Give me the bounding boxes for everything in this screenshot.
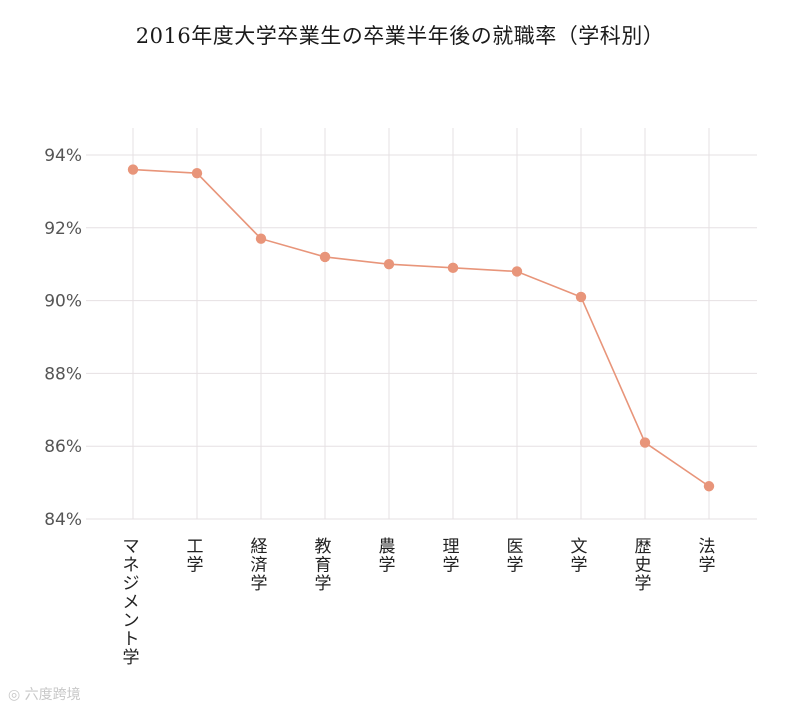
data-point-5 [447,262,459,274]
data-point-8 [639,437,651,448]
data-point-6 [511,266,523,277]
data-point-3 [319,251,331,263]
x-tick-label-8: 歴史学 [635,537,652,594]
x-tick-label-5: 理学 [443,537,460,576]
data-point-2 [255,233,267,244]
y-axis-tick-labels: 84% 86% 88% 90% 92% 94% [44,146,82,530]
data-point-7 [575,291,587,303]
data-point-0 [127,164,139,175]
vertical-gridlines [132,128,710,519]
y-tick-label: 88% [44,364,82,384]
x-axis-tick-labels: マネジメント学 工学 経済学 教育学 農学 理学 医学 文学 歴史学 法学 [123,537,716,668]
watermark-logo: ◎ 六度跨境 [8,684,81,704]
x-tick-label-2: 経済学 [251,537,268,594]
y-tick-label: 84% [44,510,82,530]
y-tick-label: 90% [44,292,82,312]
series-line-group [132,168,710,487]
x-tick-label-1: 工学 [187,537,204,576]
series-points-group [127,164,715,492]
y-tick-label: 86% [44,437,82,457]
x-tick-label-6: 医学 [507,537,524,576]
watermark-icon: ◎ [8,687,21,703]
watermark-text: 六度跨境 [24,687,81,703]
x-tick-label-7: 文学 [571,537,588,576]
x-tick-label-0: マネジメント学 [123,537,140,668]
x-tick-label-3: 教育学 [315,537,332,594]
x-tick-label-4: 農学 [379,537,396,576]
data-point-9 [703,481,715,492]
y-tick-label: 92% [44,219,82,239]
horizontal-gridlines [86,154,757,520]
data-point-4 [383,259,395,270]
y-tick-label: 94% [44,146,82,166]
x-tick-label-9: 法学 [699,537,716,576]
chart-title: 2016年度大学卒業生の卒業半年後の就職率（学科別） [135,24,665,48]
data-point-1 [191,168,203,179]
series-line [132,168,710,487]
